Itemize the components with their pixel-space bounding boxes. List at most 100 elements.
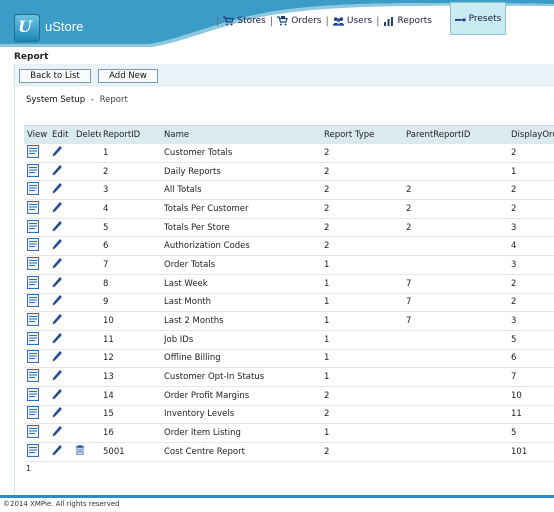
view-document-icon[interactable] bbox=[27, 425, 39, 439]
nav-separator: | bbox=[216, 15, 220, 27]
edit-pencil-icon[interactable] bbox=[52, 426, 62, 437]
footer-bar bbox=[0, 495, 554, 498]
display-order-cell: 1 bbox=[511, 166, 517, 177]
report-id-cell: 14 bbox=[103, 390, 114, 401]
edit-pencil-icon[interactable] bbox=[52, 201, 62, 213]
edit-pencil-icon[interactable] bbox=[52, 183, 62, 194]
report-type-cell: 1 bbox=[324, 353, 330, 364]
view-cell bbox=[24, 350, 48, 366]
view-document-icon[interactable] bbox=[27, 182, 39, 196]
column-header-display-order[interactable]: DisplayOrder bbox=[511, 130, 554, 140]
reports-icon bbox=[384, 17, 394, 26]
report-id-cell: 12 bbox=[103, 353, 114, 364]
parent-report-id-cell: 7 bbox=[406, 278, 412, 289]
edit-cell bbox=[48, 201, 70, 216]
column-header-view[interactable]: View bbox=[27, 130, 48, 140]
view-document-icon[interactable] bbox=[27, 256, 39, 270]
view-cell bbox=[24, 256, 48, 273]
edit-pencil-icon[interactable] bbox=[52, 407, 62, 419]
view-document-icon[interactable] bbox=[27, 294, 39, 308]
report-type-cell: 1 bbox=[324, 259, 330, 270]
breadcrumb-parent[interactable]: System Setup bbox=[26, 95, 86, 105]
view-document-icon[interactable] bbox=[27, 369, 39, 383]
table-row: 5001 Cost Centre Report 2 101 bbox=[24, 443, 554, 462]
edit-pencil-icon[interactable] bbox=[52, 239, 62, 250]
table-body: 1 Customer Totals 2 2 2 Daily Reports 2 … bbox=[24, 144, 554, 462]
column-header-name[interactable]: Name bbox=[164, 130, 190, 140]
edit-pencil-icon[interactable] bbox=[52, 258, 62, 269]
edit-pencil-icon[interactable] bbox=[52, 145, 62, 157]
edit-pencil-icon[interactable] bbox=[52, 295, 62, 306]
view-document-icon[interactable] bbox=[27, 238, 39, 252]
content-panel: Back to List Add New System Setup - Repo… bbox=[14, 64, 554, 494]
nav-separator: | bbox=[325, 15, 329, 27]
delete-trash-icon[interactable] bbox=[76, 445, 84, 456]
view-document-icon[interactable] bbox=[27, 313, 39, 327]
edit-pencil-icon[interactable] bbox=[52, 220, 62, 232]
breadcrumb-separator: - bbox=[90, 95, 94, 105]
report-type-cell: 1 bbox=[324, 372, 330, 383]
parent-report-id-cell: 7 bbox=[406, 316, 412, 327]
table-row: 12 Offline Billing 1 6 bbox=[24, 350, 554, 369]
nav-item-orders[interactable]: Orders bbox=[273, 13, 325, 29]
report-type-cell: 1 bbox=[324, 316, 330, 327]
cart-icon bbox=[223, 16, 235, 26]
edit-cell bbox=[48, 426, 70, 440]
view-document-icon[interactable] bbox=[27, 387, 39, 401]
column-header-report-type[interactable]: Report Type bbox=[324, 130, 375, 140]
view-document-icon[interactable] bbox=[27, 350, 39, 364]
view-document-icon[interactable] bbox=[27, 163, 39, 177]
report-id-cell: 15 bbox=[103, 409, 114, 420]
add-new-button[interactable]: Add New bbox=[98, 69, 158, 83]
nav-item-stores[interactable]: Stores bbox=[219, 13, 269, 29]
nav-separator: | bbox=[376, 15, 380, 27]
display-order-cell: 10 bbox=[511, 390, 522, 401]
nav-item-reports[interactable]: Reports bbox=[379, 13, 436, 29]
name-cell: Job IDs bbox=[164, 334, 194, 345]
back-to-list-button[interactable]: Back to List bbox=[19, 69, 91, 83]
view-document-icon[interactable] bbox=[27, 200, 39, 214]
display-order-cell: 2 bbox=[511, 278, 517, 289]
column-header-report-id[interactable]: ReportID bbox=[103, 130, 141, 140]
column-header-parent-report-id[interactable]: ParentReportID bbox=[406, 130, 471, 140]
pager-current-page[interactable]: 1 bbox=[26, 464, 32, 473]
column-header-delete[interactable]: Delete bbox=[76, 130, 101, 140]
app-logo[interactable]: U bbox=[14, 14, 40, 42]
view-document-icon[interactable] bbox=[27, 275, 39, 289]
view-document-icon[interactable] bbox=[27, 219, 39, 233]
toolbar: Back to List Add New bbox=[15, 64, 554, 86]
display-order-cell: 2 bbox=[511, 203, 517, 214]
display-order-cell: 7 bbox=[511, 372, 517, 383]
nav-item-users[interactable]: Users bbox=[329, 13, 376, 29]
column-header-edit[interactable]: Edit bbox=[52, 130, 69, 140]
view-document-icon[interactable] bbox=[27, 331, 39, 345]
edit-pencil-icon[interactable] bbox=[52, 444, 62, 456]
report-id-cell: 1 bbox=[103, 147, 109, 158]
view-cell bbox=[24, 331, 48, 348]
edit-pencil-icon[interactable] bbox=[52, 351, 62, 362]
nav-label: Users bbox=[346, 16, 373, 26]
nav-label: Presets bbox=[468, 13, 502, 24]
view-cell bbox=[24, 163, 48, 180]
table-row: 5 Totals Per Store 2 2 3 bbox=[24, 219, 554, 238]
nav-item-presets[interactable]: Presets bbox=[450, 2, 506, 35]
edit-pencil-icon[interactable] bbox=[52, 370, 62, 381]
table-row: 2 Daily Reports 2 1 bbox=[24, 163, 554, 182]
edit-pencil-icon[interactable] bbox=[52, 164, 62, 176]
view-document-icon[interactable] bbox=[27, 406, 39, 420]
name-cell: Last Week bbox=[164, 278, 208, 289]
breadcrumb-current: Report bbox=[99, 95, 128, 105]
edit-cell bbox=[48, 407, 70, 421]
edit-pencil-icon[interactable] bbox=[52, 388, 62, 400]
view-document-icon[interactable] bbox=[27, 144, 39, 158]
edit-pencil-icon[interactable] bbox=[52, 276, 62, 288]
name-cell: Inventory Levels bbox=[164, 409, 235, 420]
edit-pencil-icon[interactable] bbox=[52, 332, 62, 344]
view-document-icon[interactable] bbox=[27, 443, 39, 457]
view-cell bbox=[24, 443, 48, 460]
table-header: View Edit Delete ReportID Name Report Ty… bbox=[24, 125, 554, 144]
parent-report-id-cell: 2 bbox=[406, 222, 412, 233]
edit-pencil-icon[interactable] bbox=[52, 314, 62, 325]
view-cell bbox=[24, 219, 48, 236]
parent-report-id-cell: 2 bbox=[406, 185, 412, 196]
